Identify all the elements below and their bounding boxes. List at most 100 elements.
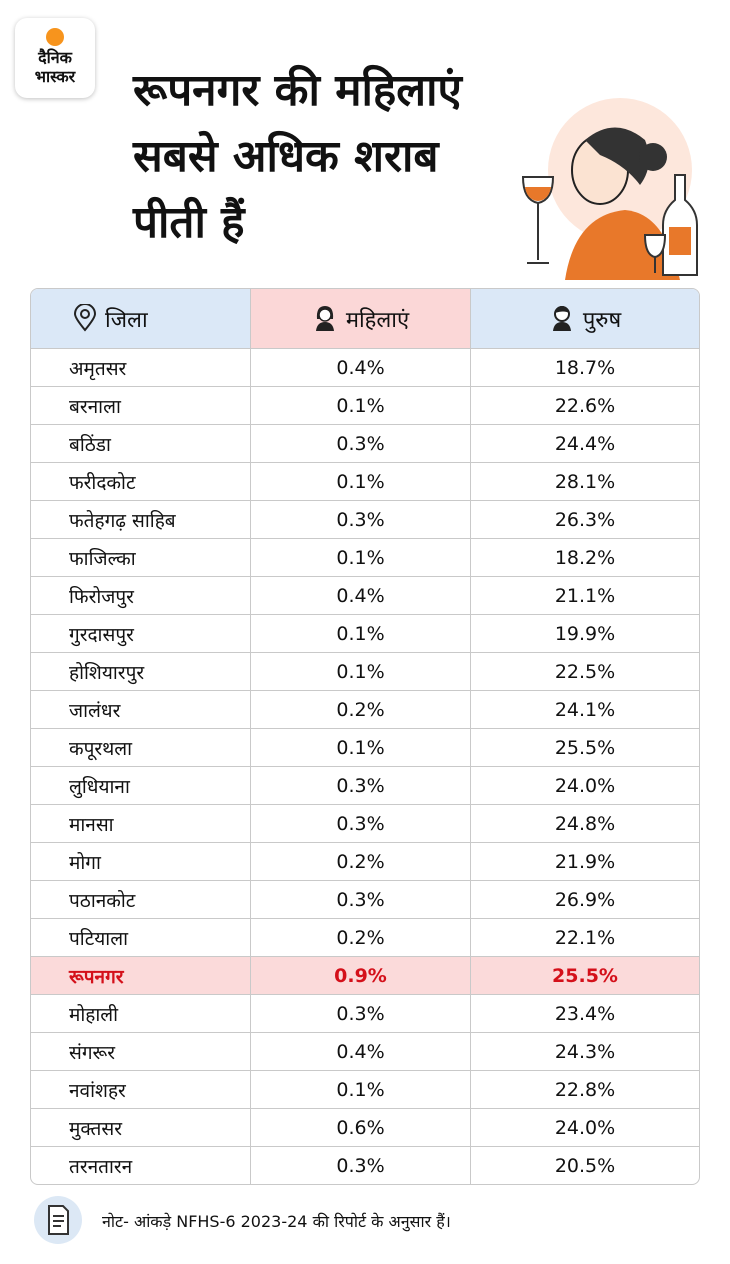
district-cell: कपूरथला xyxy=(31,729,251,767)
percent-cell: 24.8% xyxy=(471,805,699,843)
table-row: मुक्तसर 0.6% 24.0% xyxy=(31,1109,699,1147)
logo-sun xyxy=(46,28,64,46)
percent-cell: 0.2% xyxy=(251,919,471,957)
percent-cell: 0.1% xyxy=(251,615,471,653)
percent-cell: 22.5% xyxy=(471,653,699,691)
percent-cell: 0.3% xyxy=(251,805,471,843)
percent-cell: 24.1% xyxy=(471,691,699,729)
percent-cell: 0.1% xyxy=(251,539,471,577)
table-row: पटियाला 0.2% 22.1% xyxy=(31,919,699,957)
district-cell: तरनतारन xyxy=(31,1147,251,1184)
footnote: नोट- आंकड़े NFHS-6 2023-24 की रिपोर्ट के… xyxy=(102,1212,451,1231)
district-cell: फरीदकोट xyxy=(31,463,251,501)
percent-cell: 26.3% xyxy=(471,501,699,539)
percent-cell: 0.3% xyxy=(251,767,471,805)
percent-cell: 18.2% xyxy=(471,539,699,577)
percent-cell: 24.0% xyxy=(471,1109,699,1147)
table-row: फतेहगढ़ साहिब 0.3% 26.3% xyxy=(31,501,699,539)
table-row: होशियारपुर 0.1% 22.5% xyxy=(31,653,699,691)
percent-cell: 0.9% xyxy=(251,957,471,995)
table-row: मानसा 0.3% 24.8% xyxy=(31,805,699,843)
percent-cell: 18.7% xyxy=(471,349,699,387)
percent-cell: 0.3% xyxy=(251,1147,471,1184)
percent-cell: 20.5% xyxy=(554,1154,616,1177)
district-cell: फिरोजपुर xyxy=(31,577,251,615)
location-icon xyxy=(73,302,97,332)
percent-cell: 0.4% xyxy=(251,349,471,387)
table-row: मोहाली 0.3% 23.4% xyxy=(31,995,699,1033)
percent-cell: 24.4% xyxy=(471,425,699,463)
table-row: गुरदासपुर 0.1% 19.9% xyxy=(31,615,699,653)
percent-cell: 25.5% xyxy=(471,729,699,767)
table-row: मोगा 0.2% 21.9% xyxy=(31,843,699,881)
column-header: महिलाएं xyxy=(251,289,471,349)
header-row: जिला महिलाएं पुरुष xyxy=(31,289,699,349)
percent-cell: 25.5% xyxy=(471,957,699,995)
percent-cell: 0.3% xyxy=(251,995,471,1033)
district-cell: मुक्तसर xyxy=(31,1109,251,1147)
table-row: कपूरथला 0.1% 25.5% xyxy=(31,729,699,767)
percent-cell: 0.4% xyxy=(251,577,471,615)
logo: दैनिक भास्कर xyxy=(15,18,95,98)
percent-cell: 0.1% xyxy=(251,1071,471,1109)
district-cell: फाजिल्का xyxy=(31,539,251,577)
table-row: रूपनगर 0.9% 25.5% xyxy=(31,957,699,995)
percent-cell: 0.2% xyxy=(251,843,471,881)
district-cell: अमृतसर xyxy=(31,349,251,387)
percent-cell: 23.4% xyxy=(471,995,699,1033)
title: रूपनगर की महिलाएं सबसे अधिक शराब पीती है… xyxy=(133,58,462,256)
document-icon xyxy=(48,1205,69,1235)
district-cell: मोगा xyxy=(31,843,251,881)
percent-cell: 24.0% xyxy=(471,767,699,805)
district-cell: लुधियाना xyxy=(31,767,251,805)
percent-cell: 0.1% xyxy=(251,653,471,691)
illustration xyxy=(521,98,698,280)
percent-cell: 21.1% xyxy=(471,577,699,615)
title-line: सबसे अधिक शराब xyxy=(133,131,439,182)
column-header-text: जिला xyxy=(105,307,148,333)
percent-cell: 0.2% xyxy=(251,691,471,729)
percent-cell: 22.6% xyxy=(471,387,699,425)
district-cell: जालंधर xyxy=(31,691,251,729)
table-body: अमृतसर 0.4% 18.7% बरनाला 0.1% 22.6% बठिंडा 0.3%… xyxy=(31,349,699,1184)
district-cell: रूपनगर xyxy=(31,957,251,995)
column-header: पुरुष xyxy=(471,289,699,349)
district-cell: पठानकोट xyxy=(31,881,251,919)
table-row: लुधियाना 0.3% 24.0% xyxy=(31,767,699,805)
district-cell: मोहाली xyxy=(31,995,251,1033)
logo-text: दैनिक xyxy=(38,48,72,67)
table-row: बरनाला 0.1% 22.6% xyxy=(31,387,699,425)
district-cell: बठिंडा xyxy=(31,425,251,463)
percent-cell: 19.9% xyxy=(471,615,699,653)
table-row: जालंधर 0.2% 24.1% xyxy=(31,691,699,729)
percent-cell: 22.8% xyxy=(471,1071,699,1109)
district-cell: नवांशहर xyxy=(31,1071,251,1109)
column-header: जिला xyxy=(31,289,251,349)
column-header-text: महिलाएं xyxy=(345,307,410,333)
percent-cell: 0.3% xyxy=(251,501,471,539)
table-row: संगरूर 0.4% 24.3% xyxy=(31,1033,699,1071)
percent-cell: 21.9% xyxy=(471,843,699,881)
percent-cell: 0.3% xyxy=(251,881,471,919)
district-cell: पटियाला xyxy=(31,919,251,957)
percent-cell: 0.1% xyxy=(251,387,471,425)
district-cell: फतेहगढ़ साहिब xyxy=(31,501,251,539)
district-cell: संगरूर xyxy=(31,1033,251,1071)
note-icon xyxy=(34,1196,82,1244)
table-row: नवांशहर 0.1% 22.8% xyxy=(31,1071,699,1109)
percent-cell: 0.1% xyxy=(251,729,471,767)
table-row: पठानकोट 0.3% 26.9% xyxy=(31,881,699,919)
table-row: फिरोजपुर 0.4% 21.1% xyxy=(31,577,699,615)
percent-cell: 22.1% xyxy=(471,919,699,957)
percent-cell: 26.9% xyxy=(471,881,699,919)
percent-cell: 0.6% xyxy=(251,1109,471,1147)
district-cell: बरनाला xyxy=(31,387,251,425)
percent-cell: 0.3% xyxy=(251,425,471,463)
percent-cell: 24.3% xyxy=(471,1033,699,1071)
district-cell: मानसा xyxy=(31,805,251,843)
district-cell: गुरदासपुर xyxy=(31,615,251,653)
table-row: अमृतसर 0.4% 18.7% xyxy=(31,349,699,387)
title-line: पीती हैं xyxy=(133,197,245,248)
table-row: फरीदकोट 0.1% 28.1% xyxy=(31,463,699,501)
